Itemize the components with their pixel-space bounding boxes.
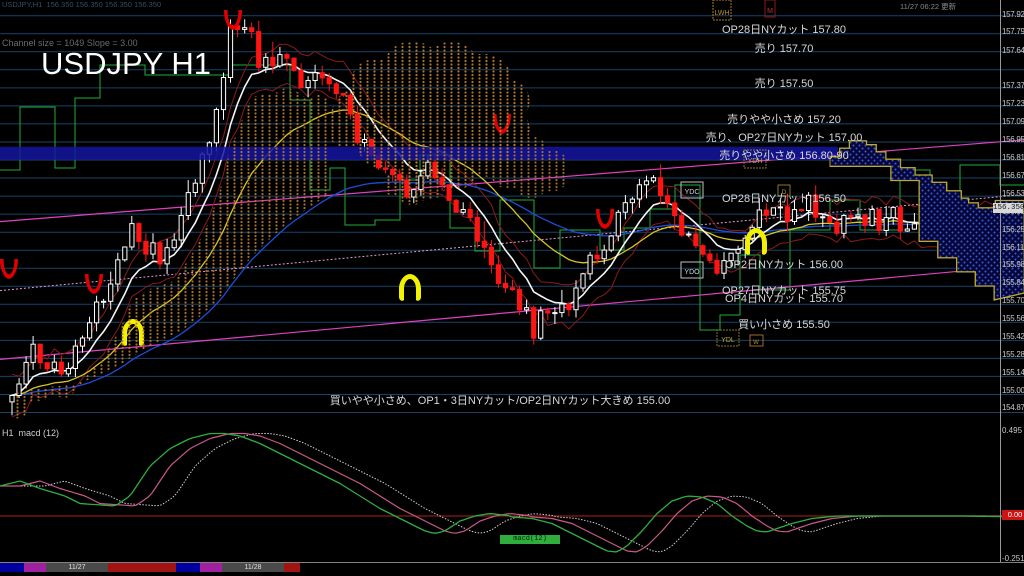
svg-text:LWH: LWH [714, 10, 729, 17]
svg-text:YDL: YDL [721, 337, 735, 344]
svg-text:M: M [767, 8, 773, 15]
svg-text:W: W [753, 340, 759, 346]
